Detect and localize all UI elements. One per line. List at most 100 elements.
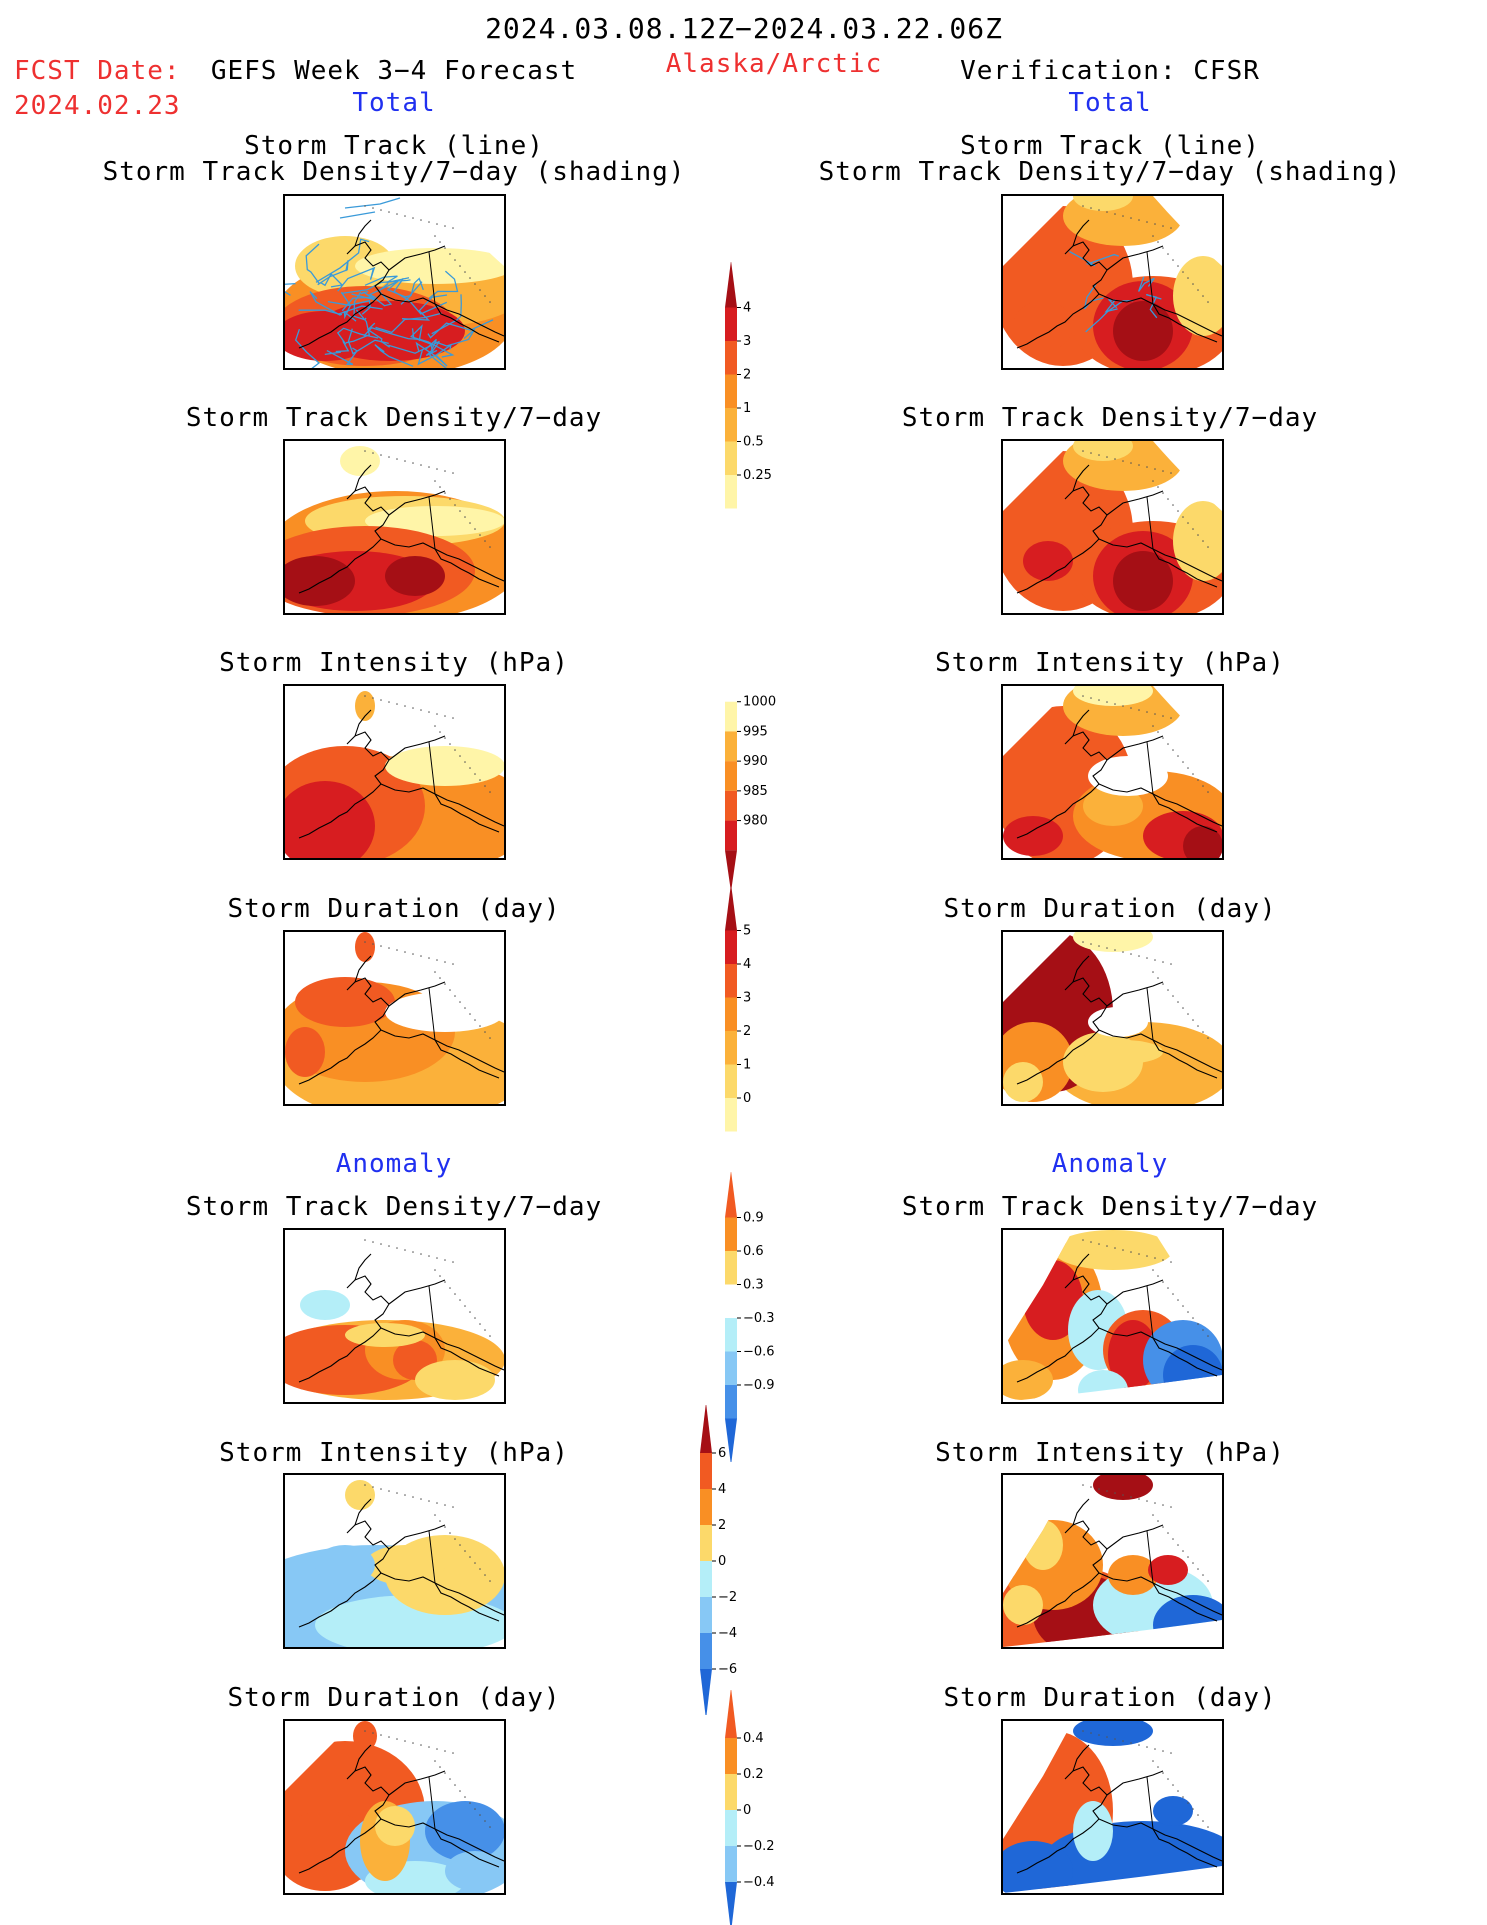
colorbar-swatch xyxy=(700,1453,712,1489)
colorbar-swatch xyxy=(700,1669,712,1715)
colorbar-swatch xyxy=(725,1882,737,1925)
border-line xyxy=(428,741,436,795)
colorbar-tick-label: 2 xyxy=(743,1024,751,1039)
colorbar-tick-label: 2 xyxy=(718,1518,726,1533)
graticule-dots xyxy=(1082,1484,1209,1582)
map-forecast-anomaly-density xyxy=(283,1228,506,1404)
shading-region xyxy=(1073,1721,1153,1746)
shading-region xyxy=(1053,1230,1173,1270)
colorbar-swatch xyxy=(725,1172,737,1218)
border-line xyxy=(428,496,436,550)
colorbar-swatch xyxy=(725,820,737,851)
map-forecast-anomaly-intensity xyxy=(283,1473,506,1649)
colorbar-tick-label: 0.3 xyxy=(743,1278,764,1293)
title-track-shading-left: Storm Track Density/7−day (shading) xyxy=(102,157,686,187)
border-line xyxy=(1146,741,1154,795)
colorbar-tick-label: 5 xyxy=(743,924,751,939)
graticule-dots xyxy=(1082,450,1209,548)
shading-region xyxy=(1073,686,1153,706)
colorbar-swatch xyxy=(725,1385,737,1419)
map-verification-anomaly-intensity xyxy=(1001,1473,1224,1649)
shading-region xyxy=(1088,756,1168,796)
shading-region xyxy=(285,556,355,606)
graticule-dots xyxy=(364,695,491,793)
title-anom-duration-right: Storm Duration (day) xyxy=(943,1683,1277,1713)
colorbar-swatch xyxy=(700,1633,712,1669)
shading-region xyxy=(1148,1555,1188,1585)
colorbar-tick-label: −6 xyxy=(718,1662,737,1677)
shading-region xyxy=(285,1811,375,1891)
shading-region xyxy=(285,311,375,361)
colorbar-swatch xyxy=(725,1774,737,1810)
coastline-panhandle xyxy=(434,1039,500,1079)
graticule-dots xyxy=(1082,941,1209,1039)
shading-region xyxy=(353,1721,377,1751)
title-density-right: Storm Track Density/7−day xyxy=(901,403,1319,433)
colorbar-tick-label: 0 xyxy=(743,1803,751,1818)
colorbar-swatch xyxy=(725,1131,737,1165)
colorbar-tick-label: −0.2 xyxy=(743,1839,775,1854)
colorbar-tick-label: 995 xyxy=(743,724,768,739)
coastline xyxy=(298,709,504,839)
coastline-panhandle xyxy=(1152,1039,1218,1079)
graticule-dots xyxy=(1082,1730,1209,1828)
coastline-panhandle xyxy=(434,1337,500,1377)
title-intensity-left: Storm Intensity (hPa) xyxy=(219,648,569,678)
colorbar-tick-label: 0.5 xyxy=(743,435,764,450)
colorbar-swatch xyxy=(725,1690,737,1738)
shading-region xyxy=(1003,816,1063,856)
colorbar-tick-label: 4 xyxy=(743,957,751,972)
map-verification-total-duration xyxy=(1001,930,1224,1106)
title-intensity-right: Storm Intensity (hPa) xyxy=(935,648,1285,678)
shading-region xyxy=(1183,826,1222,858)
border-line xyxy=(1146,1530,1154,1584)
storm-track-lines xyxy=(285,197,494,368)
shading-region xyxy=(345,1323,425,1347)
map-forecast-total-intensity xyxy=(283,684,506,860)
shading-region xyxy=(355,248,504,284)
border-line xyxy=(1146,1776,1154,1830)
shading-region xyxy=(385,992,504,1032)
shading-region xyxy=(425,1801,504,1861)
shading-region xyxy=(285,1027,325,1077)
map-verification-total-intensity xyxy=(1001,684,1224,860)
shading-region xyxy=(315,1545,375,1585)
graticule-dots xyxy=(364,450,491,548)
map-verification-anomaly-density xyxy=(1001,1228,1224,1404)
graticule-dots xyxy=(1082,695,1209,793)
title-track-shading-right: Storm Track Density/7−day (shading) xyxy=(818,157,1402,187)
coastline xyxy=(1016,1498,1222,1628)
shading-region xyxy=(375,1806,415,1846)
colorbar-swatch xyxy=(700,1405,712,1453)
coastline xyxy=(1016,464,1222,594)
map-forecast-anomaly-duration xyxy=(283,1719,506,1895)
border-line xyxy=(428,1776,436,1830)
coastline-panhandle xyxy=(1152,303,1218,343)
coastline-panhandle xyxy=(1152,1337,1218,1377)
colorbar-swatch xyxy=(725,1351,737,1385)
anomaly-label-left: Anomaly xyxy=(335,1149,453,1179)
coastline-panhandle xyxy=(434,793,500,833)
graticule-dots xyxy=(364,1239,491,1337)
colorbar-tick-label: −4 xyxy=(718,1626,737,1641)
coastline xyxy=(298,955,504,1085)
title-track-line-right: Storm Track (line) xyxy=(960,131,1260,161)
colorbar-tick-label: 1 xyxy=(743,401,751,416)
colorbar-swatch xyxy=(725,930,737,964)
coastline-panhandle xyxy=(1152,1582,1218,1622)
title-duration-left: Storm Duration (day) xyxy=(227,894,561,924)
colorbar-duration-anomaly: 0.4 0.2 0 −0.2 −0.4 xyxy=(725,1690,775,1925)
colorbar-swatch xyxy=(700,1597,712,1633)
graticule-dots xyxy=(364,941,491,1039)
colorbar-tick-label: 0.9 xyxy=(743,1211,764,1226)
period-title: 2024.03.08.12Z−2024.03.22.06Z xyxy=(485,12,1003,45)
colorbar-swatch xyxy=(725,1738,737,1774)
graticule-dots xyxy=(364,1484,491,1582)
colorbar-tick-label: 4 xyxy=(718,1482,726,1497)
colorbar-tick-label: 2 xyxy=(743,368,751,383)
shading-region xyxy=(1003,1841,1073,1893)
shading-region xyxy=(415,1360,495,1400)
border-line xyxy=(1146,496,1154,550)
colorbar-tick-label: 3 xyxy=(743,991,751,1006)
shading-region xyxy=(300,1290,350,1320)
